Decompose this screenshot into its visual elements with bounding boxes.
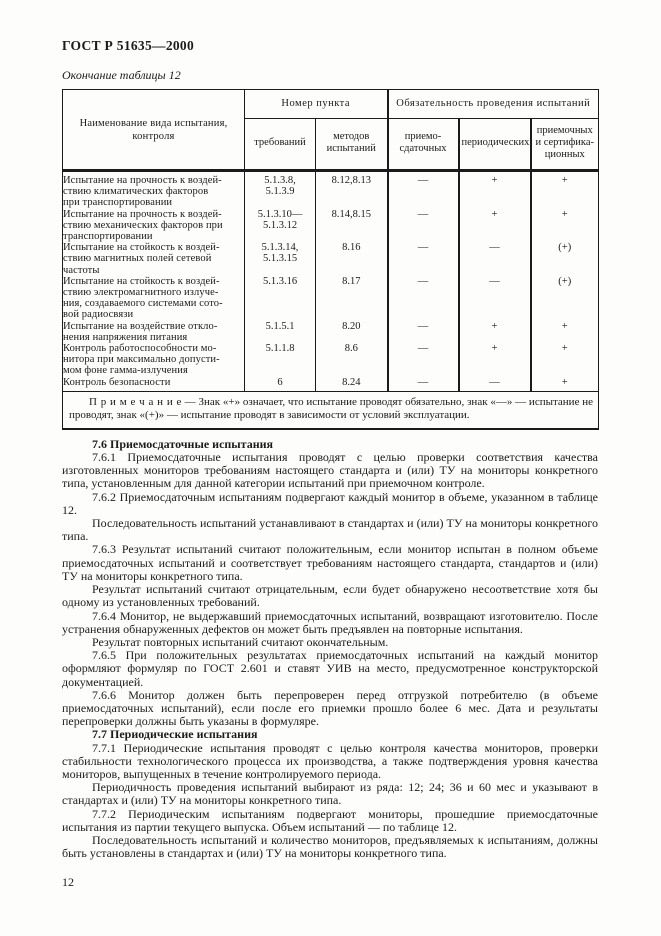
table-row: Испытание на стойкость к воздей- ствию э… bbox=[63, 275, 599, 321]
cell-requirements: 5.1.1.8 bbox=[244, 343, 316, 377]
table-caption: Окончание таблицы 12 bbox=[62, 68, 181, 82]
cell-periodic: + bbox=[457, 208, 531, 243]
paragraph: 7.6.1 Приемосдаточные испытания проводят… bbox=[62, 450, 598, 491]
cell-methods: 8.14,8.15 bbox=[315, 208, 388, 243]
paragraph: Последовательность испытаний и количеств… bbox=[62, 832, 598, 861]
cell-name: Испытание на стойкость к воздей- ствию э… bbox=[63, 275, 223, 321]
col-header-approval: приемочных и сертифика- ционных bbox=[529, 118, 599, 172]
section-heading: 7.6 Приемосдаточные испытания bbox=[92, 436, 274, 451]
cell-approval: + bbox=[529, 376, 599, 392]
cell-name: Испытание на прочность к воздей- ствию м… bbox=[63, 208, 223, 243]
cell-approval: + bbox=[529, 208, 599, 243]
cell-name: Испытание на стойкость к воздей- ствию м… bbox=[63, 242, 220, 276]
table-row: Контроль работоспособности мо- нитора пр… bbox=[63, 343, 599, 377]
paragraph: 7.6.6 Монитор должен быть перепроверен п… bbox=[62, 687, 598, 729]
cell-requirements: 5.1.3.14, 5.1.3.15 bbox=[244, 242, 316, 276]
cell-requirements: 5.1.3.16 bbox=[244, 275, 316, 321]
table-note: П р и м е ч а н и е — Знак «+» означает,… bbox=[62, 390, 599, 429]
cell-methods: 8.6 bbox=[315, 343, 388, 377]
cell-name: Испытание на воздействие откло- нения на… bbox=[63, 320, 218, 343]
note-text: — Знак «+» означает, что испытание прово… bbox=[69, 395, 594, 421]
table-row: Испытание на воздействие откло- нения на… bbox=[63, 320, 599, 344]
cell-acceptance: — bbox=[386, 170, 459, 209]
cell-periodic: + bbox=[457, 170, 531, 209]
cell-periodic: + bbox=[457, 343, 531, 377]
table-row: Испытание на прочность к воздей- ствию м… bbox=[63, 208, 599, 243]
cell-requirements: 6 bbox=[244, 376, 316, 392]
table-row: Испытание на прочность к воздей- ствию к… bbox=[63, 170, 599, 209]
section-heading: 7.7 Периодические испытания bbox=[92, 727, 258, 742]
cell-periodic: — bbox=[457, 275, 531, 321]
paragraph: Последовательность испытаний устанавлива… bbox=[62, 516, 598, 544]
cell-periodic: — bbox=[457, 376, 531, 392]
cell-acceptance: — bbox=[386, 275, 459, 321]
cell-approval: + bbox=[529, 320, 599, 344]
table-row: Контроль безопасности 6 8.24— — + bbox=[63, 376, 599, 392]
col-header-name: Наименование вида испытания, контроля bbox=[62, 89, 245, 172]
paragraph: Периодичность проведения испытаний выбир… bbox=[62, 780, 598, 808]
col-group-point-number: Номер пункта bbox=[244, 89, 388, 119]
table-row: Испытание на стойкость к воздей- ствию м… bbox=[63, 242, 599, 276]
paragraph: 7.6.3 Результат испытаний считают положи… bbox=[62, 542, 598, 583]
paragraph: 7.6.4 Монитор, не выдержавший приемосдат… bbox=[62, 608, 598, 636]
cell-name: Контроль безопасности bbox=[63, 376, 171, 388]
cell-approval: + bbox=[529, 343, 599, 377]
cell-acceptance: — bbox=[386, 320, 459, 344]
note-label: П р и м е ч а н и е bbox=[89, 395, 182, 408]
col-group-mandatory: Обязательность проведения испытаний bbox=[386, 89, 599, 119]
cell-approval: (+) bbox=[529, 242, 599, 276]
cell-name: Контроль работоспособности мо- нитора пр… bbox=[63, 343, 220, 377]
cell-acceptance: — bbox=[386, 376, 459, 392]
cell-methods: 8.24 bbox=[315, 376, 388, 392]
cell-approval: + bbox=[529, 170, 599, 209]
cell-periodic: — bbox=[457, 242, 531, 276]
cell-periodic: + bbox=[457, 320, 531, 344]
paragraph: Результат повторных испытаний считают ок… bbox=[92, 634, 389, 649]
cell-requirements: 5.1.3.8, 5.1.3.9 bbox=[244, 170, 316, 209]
cell-requirements: 5.1.3.10— 5.1.3.12 bbox=[244, 208, 316, 243]
cell-acceptance: — bbox=[386, 242, 459, 276]
paragraph: 7.6.5 При положительных результатах прие… bbox=[62, 648, 598, 689]
cell-requirements: 5.1.5.1 bbox=[244, 320, 316, 344]
paragraph: 7.6.2 Приемосдаточным испытаниям подверг… bbox=[62, 489, 598, 517]
col-header-requirements: требований bbox=[244, 118, 316, 172]
cell-methods: 8.17 bbox=[315, 275, 388, 321]
col-header-acceptance: приемо- сдаточных bbox=[386, 118, 459, 172]
col-header-periodic: периодических bbox=[457, 118, 531, 172]
cell-acceptance: — bbox=[386, 343, 459, 377]
table-body: Испытание на прочность к воздей- ствию к… bbox=[63, 170, 599, 392]
cell-methods: 8.20 bbox=[315, 320, 388, 344]
paragraph: Результат испытаний считают отрицательны… bbox=[62, 582, 598, 610]
cell-approval: (+) bbox=[529, 275, 599, 321]
page-number: 12 bbox=[62, 875, 74, 890]
cell-methods: 8.12,8.13 bbox=[315, 170, 388, 209]
standard-number: ГОСТ Р 51635—2000 bbox=[62, 38, 195, 53]
cell-name: Испытание на прочность к воздей- ствию к… bbox=[63, 175, 222, 209]
paragraph: 7.7.1 Периодические испытания проводят с… bbox=[62, 740, 598, 781]
table-note-row: П р и м е ч а н и е — Знак «+» означает,… bbox=[62, 390, 599, 429]
table-header: Наименование вида испытания, контроля Но… bbox=[62, 89, 599, 172]
cell-methods: 8.16 bbox=[315, 242, 388, 276]
tests-table: Наименование вида испытания, контроля Но… bbox=[62, 89, 600, 430]
col-header-methods: методов испытаний bbox=[315, 118, 388, 172]
paragraph: 7.7.2 Периодическим испытаниям подвергаю… bbox=[62, 806, 598, 834]
document-body: 7.6 Приемосдаточные испытания 7.6.1 Прием… bbox=[62, 436, 598, 861]
cell-acceptance: — bbox=[386, 208, 459, 243]
